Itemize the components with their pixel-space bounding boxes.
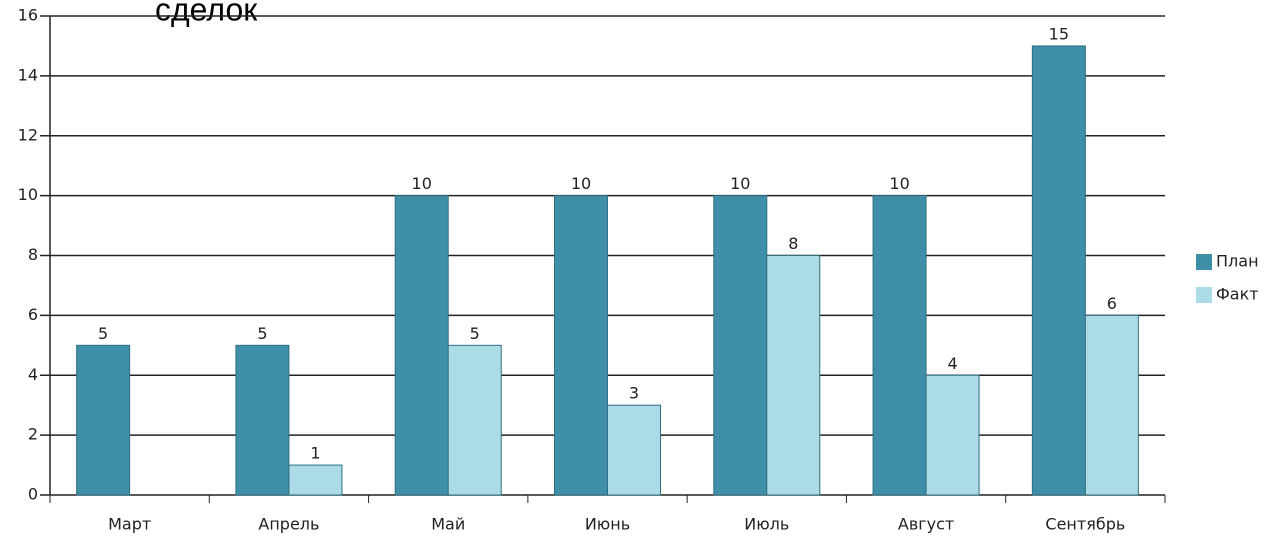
data-label: 10 bbox=[730, 174, 750, 193]
bar bbox=[288, 464, 343, 496]
x-tick-label: Июнь bbox=[585, 515, 630, 534]
bar bbox=[76, 344, 131, 496]
legend-swatch bbox=[1196, 254, 1212, 270]
data-label: 5 bbox=[470, 324, 480, 343]
chart-title: сделок bbox=[155, 0, 258, 27]
data-label: 5 bbox=[98, 324, 108, 343]
legend-label: Факт bbox=[1216, 285, 1259, 304]
bar bbox=[235, 344, 290, 496]
bar bbox=[925, 374, 980, 496]
y-tick-label: 4 bbox=[28, 365, 38, 384]
x-tick-label: Март bbox=[108, 515, 151, 534]
bar bbox=[1084, 314, 1139, 496]
data-label: 8 bbox=[788, 234, 798, 253]
legend-label: План bbox=[1216, 252, 1259, 271]
bar bbox=[554, 195, 608, 496]
data-label: 15 bbox=[1049, 24, 1069, 43]
bar bbox=[766, 255, 821, 496]
data-label: 10 bbox=[889, 174, 909, 193]
bar bbox=[713, 195, 768, 496]
legend-swatch bbox=[1196, 287, 1212, 303]
y-tick-label: 6 bbox=[28, 305, 38, 324]
x-tick-label: Май bbox=[431, 515, 465, 534]
y-tick-label: 16 bbox=[18, 6, 38, 25]
y-tick-label: 12 bbox=[18, 125, 38, 144]
bar bbox=[607, 404, 661, 496]
x-tick-label: Сентябрь bbox=[1045, 515, 1125, 534]
bar bbox=[872, 195, 927, 496]
x-tick-label: Август bbox=[898, 515, 954, 534]
x-tick-label: Июль bbox=[744, 515, 789, 534]
data-label: 10 bbox=[412, 174, 432, 193]
data-label: 1 bbox=[310, 444, 320, 463]
bar bbox=[447, 344, 502, 496]
data-label: 10 bbox=[571, 174, 591, 193]
data-label: 4 bbox=[947, 354, 957, 373]
data-label: 5 bbox=[257, 324, 267, 343]
y-tick-label: 2 bbox=[28, 425, 38, 444]
bar bbox=[394, 195, 449, 496]
bar bbox=[1031, 45, 1086, 496]
y-tick-label: 14 bbox=[18, 65, 38, 84]
y-tick-label: 0 bbox=[28, 485, 38, 504]
x-tick-label: Апрель bbox=[258, 515, 319, 534]
y-tick-label: 8 bbox=[28, 245, 38, 264]
data-label: 6 bbox=[1107, 294, 1117, 313]
y-tick-label: 10 bbox=[18, 185, 38, 204]
data-label: 3 bbox=[629, 384, 639, 403]
